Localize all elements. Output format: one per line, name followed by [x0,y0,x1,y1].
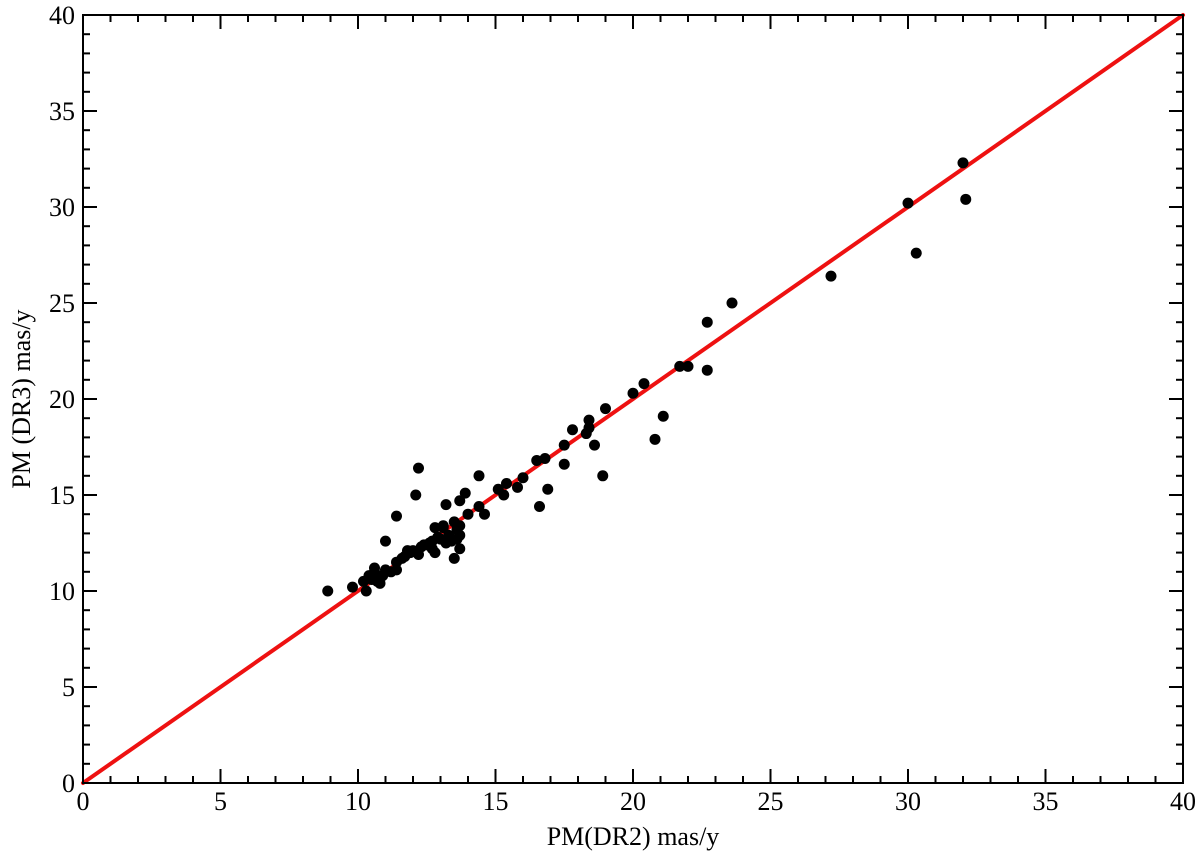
y-tick-label: 20 [49,385,75,414]
x-tick-label: 35 [1033,787,1059,816]
data-point [347,581,358,593]
data-point [957,157,969,169]
data-point [558,439,570,451]
data-point [960,193,972,205]
x-tick-label: 30 [895,787,921,816]
x-tick-label: 0 [77,787,90,816]
data-point [391,564,402,576]
data-point [589,439,600,451]
data-point [531,454,543,466]
data-point [583,414,595,426]
y-tick-label: 5 [62,673,75,702]
data-point [473,470,485,482]
data-point [600,403,611,415]
data-point [534,501,545,513]
data-point [638,378,650,390]
data-point [440,499,452,511]
x-tick-label: 5 [214,787,227,816]
data-point [391,510,402,522]
data-point [437,520,449,532]
x-tick-label: 20 [620,787,646,816]
data-point [413,462,424,474]
data-point [454,520,466,532]
data-point [429,547,441,559]
plot-frame [82,14,1184,784]
data-point [479,508,490,520]
data-point [701,316,713,328]
data-point [473,501,485,513]
data-point [462,508,474,520]
tick-labels: 0 5 10 15 20 25 30 35 40 0 5 10 15 20 25 30 35 40 [49,1,1196,816]
y-tick-label: 35 [49,97,75,126]
data-point [682,360,694,372]
y-tick-label: 30 [49,193,75,222]
data-point [454,495,466,507]
data-point [542,483,554,495]
axis-ticks [82,14,1184,784]
data-point [454,543,466,555]
y-tick-label: 10 [49,577,75,606]
x-tick-label: 25 [758,787,784,816]
reference-line-y-equals-x [81,13,1185,785]
data-point [512,481,523,493]
data-point [583,422,595,434]
data-point [360,585,372,597]
data-point [322,585,334,597]
data-point [558,458,570,470]
data-point [380,535,391,547]
data-point [627,387,639,399]
data-point [539,453,551,465]
data-point [517,472,529,484]
y-tick-label: 25 [49,289,75,318]
data-point [410,489,422,501]
data-point [649,433,661,445]
data-point [825,270,837,282]
data-point [501,477,512,489]
x-tick-label: 40 [1170,787,1196,816]
y-tick-label: 0 [62,769,75,798]
data-points [322,157,972,597]
data-point [910,247,922,259]
y-tick-label: 40 [49,1,75,30]
data-point [567,424,578,436]
data-point [459,487,471,499]
data-point [448,552,460,564]
x-tick-label: 15 [483,787,509,816]
x-tick-label: 10 [345,787,371,816]
data-point [498,489,510,501]
y-tick-label: 15 [49,481,75,510]
data-point [597,470,609,482]
data-point [369,562,380,574]
data-point [429,522,441,534]
x-axis-label: PM(DR2) mas/y [547,822,720,851]
data-point [454,529,466,541]
data-point [674,360,686,372]
data-point [726,297,738,309]
data-point [902,197,914,209]
data-point [657,410,669,422]
data-point [701,364,713,376]
y-axis-label: PM (DR3) mas/y [7,309,36,488]
